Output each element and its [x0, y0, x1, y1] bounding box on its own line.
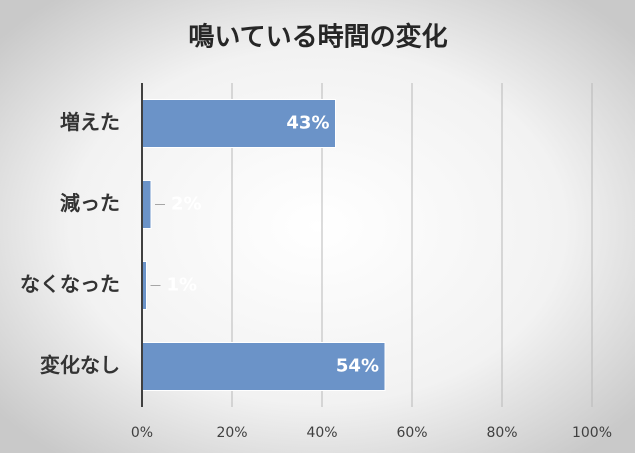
x-tick-label: 80%	[486, 425, 517, 441]
value-label: 1%	[167, 275, 198, 296]
chart-title: 鳴いている時間の変化	[188, 22, 447, 53]
value-label: 54%	[336, 356, 379, 377]
value-label: 2%	[171, 194, 202, 215]
x-tick-label: 40%	[306, 425, 337, 441]
x-tick-label: 20%	[216, 425, 247, 441]
bar	[141, 99, 336, 148]
x-tick-label: 100%	[572, 425, 612, 441]
x-tick-label: 0%	[131, 425, 153, 441]
y-tick-label: なくなった	[20, 272, 120, 296]
y-tick-label: 減った	[60, 191, 120, 215]
x-tick-label: 60%	[396, 425, 427, 441]
value-label: 43%	[286, 113, 329, 134]
bar	[141, 180, 152, 229]
y-tick-label: 変化なし	[40, 353, 120, 377]
y-tick-label: 増えた	[60, 110, 120, 134]
